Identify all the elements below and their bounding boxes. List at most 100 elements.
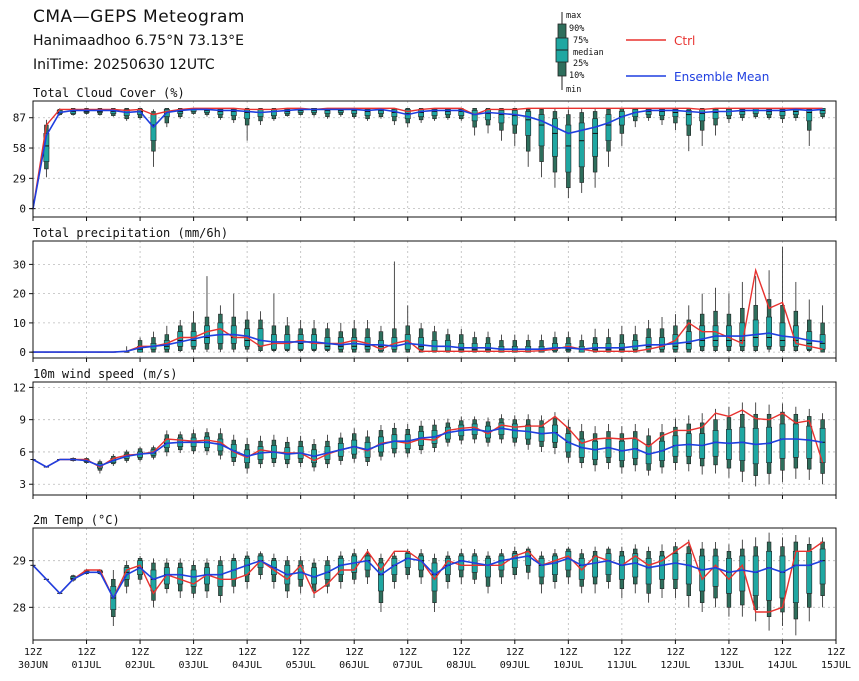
- ensemble-box: [592, 546, 598, 594]
- ensemble-box: [311, 319, 317, 353]
- box-inner: [444, 109, 451, 115]
- ensemble-box: [565, 331, 572, 353]
- box-inner: [217, 109, 224, 115]
- box-inner: [485, 558, 491, 578]
- box-inner: [766, 109, 772, 115]
- ensemble-box: [766, 404, 772, 485]
- ensemble-box: [418, 108, 425, 123]
- ensemble-box: [391, 551, 398, 589]
- x-tick-hour-label: 12Z: [452, 647, 470, 658]
- y-tick-label: 0: [19, 346, 26, 359]
- box-inner: [618, 555, 625, 580]
- box-inner: [726, 109, 732, 116]
- ensemble-mean-line: [32, 427, 823, 468]
- ensemble-box: [270, 434, 277, 468]
- ensemble-box: [618, 108, 625, 146]
- legend-stat-label: 25%: [573, 59, 588, 69]
- panel-title: 2m Temp (°C): [33, 513, 120, 527]
- box-inner: [578, 122, 585, 168]
- ensemble-box: [779, 108, 786, 123]
- box-inner: [779, 109, 786, 116]
- ensemble-box: [391, 422, 398, 458]
- ensemble-box: [726, 544, 732, 617]
- panel-4: 2m Temp (°C) 28 29: [13, 513, 837, 644]
- box-inner: [552, 555, 558, 575]
- y-tick-label: 29: [13, 172, 26, 185]
- ensemble-box: [819, 413, 826, 485]
- box-inner: [819, 548, 826, 585]
- box-inner: [605, 553, 612, 575]
- ensemble-box: [685, 108, 692, 152]
- ensemble-box: [779, 537, 786, 626]
- ensemble-box: [699, 293, 706, 353]
- box-inner: [739, 322, 746, 347]
- ensemble-box: [806, 408, 813, 480]
- legend-mean-label: Ensemble Mean: [674, 70, 770, 84]
- ensemble-box: [645, 428, 652, 476]
- ensemble-box: [498, 549, 505, 584]
- box-inner: [806, 551, 813, 594]
- ensemble-box: [150, 109, 157, 167]
- ensemble-box: [444, 328, 451, 353]
- ensemble-box: [592, 108, 598, 188]
- y-tick-label: 12: [13, 381, 26, 394]
- ensemble-box: [458, 328, 465, 353]
- ensemble-box: [297, 435, 304, 468]
- x-tick-hour-label: 12Z: [773, 647, 791, 658]
- legend-stat-label: 10%: [569, 71, 584, 81]
- ensemble-box: [685, 305, 692, 353]
- box-inner: [645, 109, 652, 115]
- ensemble-box: [418, 549, 425, 584]
- box-inner: [257, 328, 264, 347]
- ensemble-box: [578, 108, 585, 193]
- box-inner: [485, 109, 491, 121]
- box-inner: [685, 553, 692, 585]
- panel-frame: [32, 100, 837, 218]
- ensemble-box: [645, 546, 652, 603]
- init-time-label: IniTime: 20250630 12UTC: [33, 57, 215, 73]
- legend-stat-label: 75%: [573, 36, 588, 46]
- ensemble-box: [297, 319, 304, 353]
- ensemble-box: [337, 322, 344, 353]
- box-inner: [645, 558, 652, 585]
- ensemble-mean-line: [32, 555, 823, 600]
- ensemble-box: [552, 549, 558, 589]
- box-inner: [766, 551, 772, 601]
- ensemble-box: [605, 108, 612, 167]
- x-tick-date-label: 12JUL: [660, 660, 690, 671]
- x-tick-hour-label: 12Z: [78, 647, 96, 658]
- x-tick-date-label: 11JUL: [607, 660, 637, 671]
- panel-1: Total Cloud Cover (%) 0 29 58 87: [13, 86, 837, 221]
- x-tick-date-label: 09JUL: [500, 660, 530, 671]
- y-tick-label: 10: [13, 317, 26, 330]
- ctrl-line: [33, 267, 823, 353]
- ensemble-box: [163, 325, 170, 353]
- box-inner: [592, 555, 598, 578]
- ensemble-box: [672, 108, 679, 131]
- ensemble-box: [672, 418, 679, 471]
- legend-stat-label: min: [566, 85, 581, 95]
- ensemble-box: [297, 556, 304, 594]
- box-inner: [699, 109, 706, 122]
- box-inner: [779, 423, 786, 459]
- ensemble-box: [752, 276, 759, 353]
- box-inner: [726, 558, 732, 594]
- ensemble-box: [404, 549, 411, 580]
- ensemble-box: [806, 108, 813, 146]
- box-inner: [806, 109, 813, 122]
- x-tick-date-label: 05JUL: [286, 660, 316, 671]
- box-inner: [752, 319, 759, 347]
- box-inner: [779, 322, 786, 347]
- box-inner: [659, 109, 665, 116]
- ensemble-box: [618, 546, 625, 598]
- ensemble-box: [431, 325, 438, 353]
- ensemble-box: [351, 319, 358, 353]
- ensemble-box: [244, 551, 251, 589]
- x-tick-date-label: 02JUL: [125, 660, 155, 671]
- box-inner: [792, 423, 799, 458]
- x-tick-date-label: 15JUL: [821, 660, 851, 671]
- panel-2: Total precipitation (mm/6h) 0 10 20 30: [13, 226, 837, 362]
- legend-stat-label: 90%: [569, 24, 584, 34]
- ensemble-box: [324, 556, 331, 594]
- x-tick-hour-label: 12Z: [720, 647, 738, 658]
